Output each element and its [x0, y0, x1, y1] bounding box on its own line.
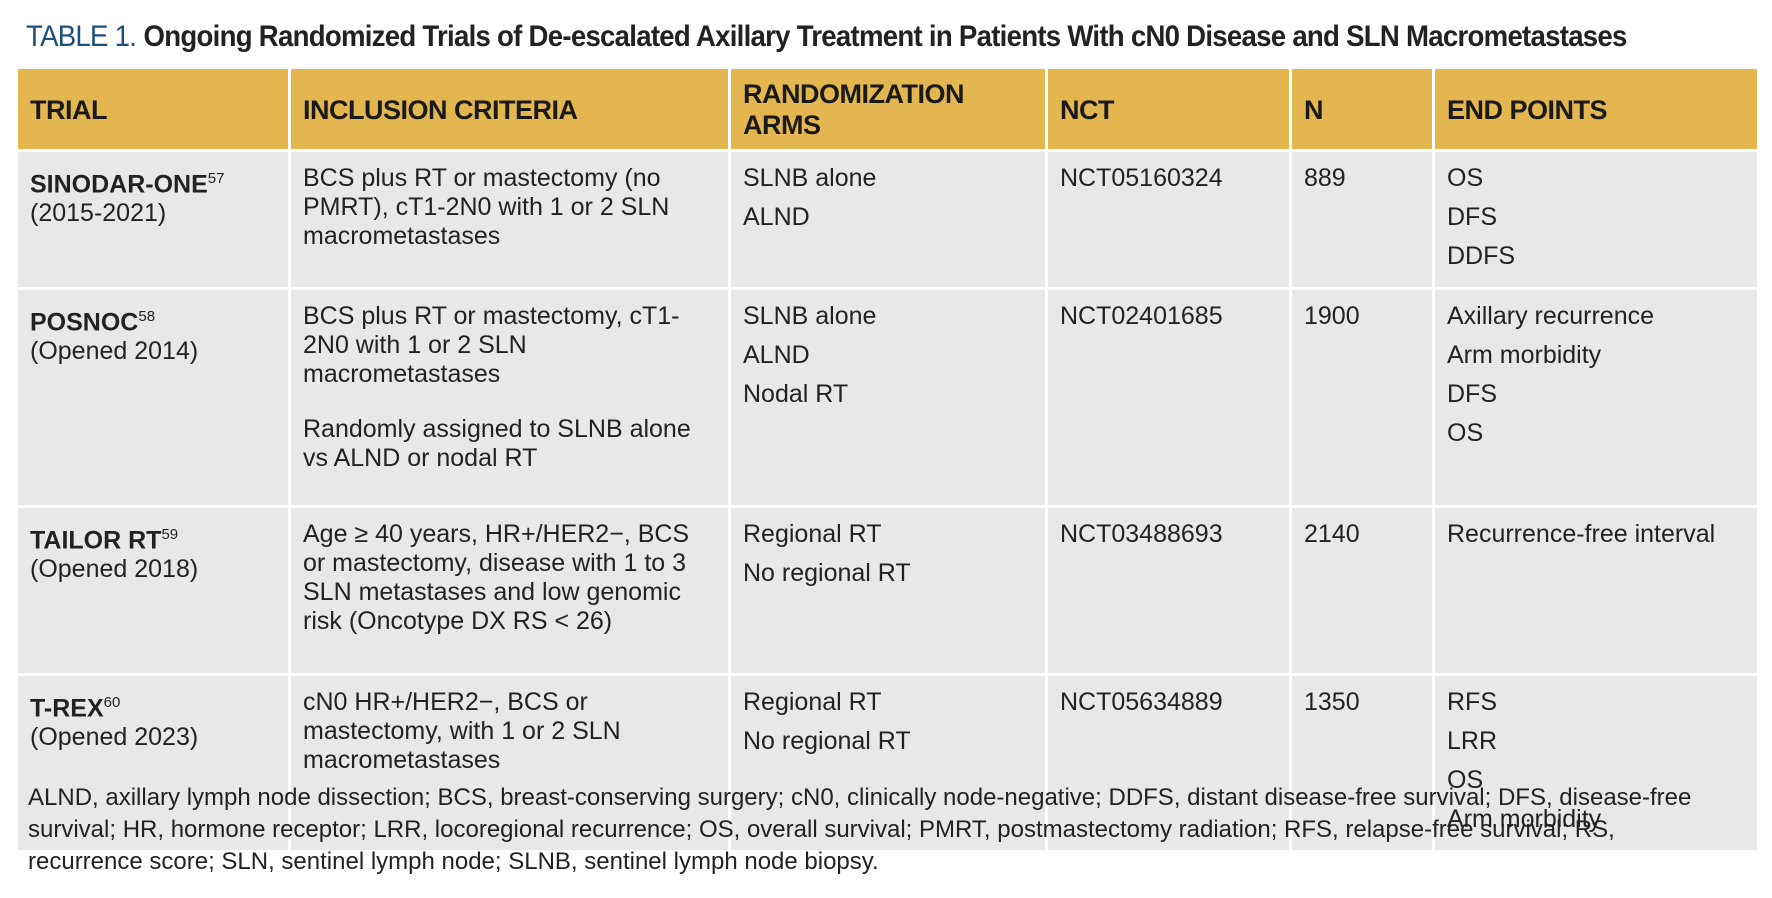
nct-cell: NCT05160324 [1048, 152, 1289, 287]
arms-cell: SLNB alone ALND [731, 152, 1045, 287]
table-body: SINODAR-ONE57 (2015-2021) BCS plus RT or m… [18, 152, 1757, 850]
criteria-cell: Age ≥ 40 years, HR+/HER2−, BCS or mastec… [291, 508, 728, 673]
table-row: POSNOC58 (Opened 2014) BCS plus RT or mast… [18, 290, 1757, 505]
table-row: TAILOR RT59 (Opened 2018) Age ≥ 40 years, … [18, 508, 1757, 673]
n-cell: 2140 [1292, 508, 1432, 673]
endpoint: DDFS [1447, 242, 1516, 270]
trial-name: T-REX60 [30, 688, 276, 723]
endpoint: Axillary recurrence [1447, 302, 1655, 330]
table-label: TABLE 1. [26, 20, 137, 53]
endpoint: OS [1447, 164, 1484, 192]
arm: ALND [743, 203, 810, 231]
arm: SLNB alone [743, 164, 877, 192]
column-header: N [1292, 69, 1432, 149]
nct-cell: NCT05634889 [1048, 676, 1289, 850]
title: TABLE 1. Ongoing Randomized Trials of De-… [26, 20, 1627, 54]
arm: Regional RT [743, 520, 882, 548]
table: TRIAL INCLUSION CRITERIA RANDOMIZATION ARM… [15, 66, 1760, 853]
reference: 59 [161, 526, 179, 543]
trial-cell: POSNOC58 (Opened 2014) [18, 290, 288, 505]
endpoints-cell: Axillary recurrence Arm morbidity DFS OS [1435, 290, 1757, 505]
criteria-text: Randomly assigned to SLNB alone vs ALND … [303, 415, 691, 472]
trial-cell: T-REX60 (Opened 2023) [18, 676, 288, 850]
arms-cell: Regional RT No regional RT [731, 676, 1045, 850]
reference: 57 [207, 170, 225, 187]
trial-cell: SINODAR-ONE57 (2015-2021) [18, 152, 288, 287]
footnote: ALND, axillary lymph node dissection; BC… [28, 784, 1692, 875]
trial-name-text: TAILOR RT [30, 526, 162, 555]
endpoint: RFS [1447, 688, 1497, 716]
arm: No regional RT [743, 559, 911, 587]
criteria-cell: cN0 HR+/HER2−, BCS or mastectomy, with 1… [291, 676, 728, 850]
endpoint: LRR [1447, 727, 1498, 755]
table-row: T-REX60 (Opened 2023) cN0 HR+/HER2−, BCS o… [18, 676, 1757, 850]
trial-period: (2015-2021) [30, 199, 167, 228]
reference: 60 [103, 694, 121, 711]
arms-cell: SLNB alone ALND Nodal RT [731, 290, 1045, 505]
endpoints-cell: OS DFS DDFS [1435, 152, 1757, 287]
trial-period: (Opened 2014) [30, 337, 199, 366]
trial-name: TAILOR RT59 [30, 520, 276, 555]
table-row: SINODAR-ONE57 (2015-2021) BCS plus RT or m… [18, 152, 1757, 287]
criteria-cell: BCS plus RT or mastectomy (no PMRT), cT1… [291, 152, 728, 287]
endpoint: DFS [1447, 380, 1497, 408]
arm: No regional RT [743, 727, 911, 755]
nct-cell: NCT02401685 [1048, 290, 1289, 505]
column-header: TRIAL [18, 69, 288, 149]
endpoint: Arm morbidity [1447, 805, 1602, 833]
endpoint: OS [1447, 766, 1484, 794]
trial-name-text: T-REX [30, 694, 104, 723]
trial-name: SINODAR-ONE57 [30, 164, 276, 199]
column-header: END POINTS [1435, 69, 1757, 149]
header-row: TRIAL INCLUSION CRITERIA RANDOMIZATION ARM… [18, 69, 1757, 149]
trial-name: POSNOC58 [30, 302, 276, 337]
criteria-text: BCS plus RT or mastectomy, cT1-2N0 with … [303, 302, 680, 388]
criteria-cell: BCS plus RT or mastectomy, cT1-2N0 with … [291, 290, 728, 505]
arm: SLNB alone [743, 302, 877, 330]
table-title: Ongoing Randomized Trials of De-escalate… [143, 20, 1628, 53]
trial-period: (Opened 2023) [30, 723, 199, 752]
endpoint: DFS [1447, 203, 1497, 231]
column-header: NCT [1048, 69, 1289, 149]
nct-cell: NCT03488693 [1048, 508, 1289, 673]
column-header: RANDOMIZATION ARMS [731, 69, 1045, 149]
n-cell: 889 [1292, 152, 1432, 287]
n-cell: 1350 [1292, 676, 1432, 850]
reference: 58 [138, 308, 156, 325]
column-header: INCLUSION CRITERIA [291, 69, 728, 149]
endpoint: OS [1447, 419, 1484, 447]
trial-period: (Opened 2018) [30, 555, 199, 584]
trial-cell: TAILOR RT59 (Opened 2018) [18, 508, 288, 673]
endpoints-cell: Recurrence-free interval [1435, 508, 1757, 673]
n-cell: 1900 [1292, 290, 1432, 505]
criteria-text: Age ≥ 40 years, HR+/HER2−, BCS or mastec… [303, 520, 690, 635]
endpoint: Arm morbidity [1447, 341, 1602, 369]
endpoints-cell: RFS LRR OS Arm morbidity [1435, 676, 1757, 850]
criteria-text: cN0 HR+/HER2−, BCS or mastectomy, with 1… [303, 688, 621, 774]
arms-cell: Regional RT No regional RT [731, 508, 1045, 673]
arm: Nodal RT [743, 380, 849, 408]
endpoint: Recurrence-free interval [1447, 520, 1716, 548]
arm: Regional RT [743, 688, 882, 716]
arm: ALND [743, 341, 810, 369]
trial-name-text: SINODAR-ONE [30, 170, 208, 199]
trial-name-text: POSNOC [30, 308, 139, 337]
criteria-text: BCS plus RT or mastectomy (no PMRT), cT1… [303, 164, 670, 250]
